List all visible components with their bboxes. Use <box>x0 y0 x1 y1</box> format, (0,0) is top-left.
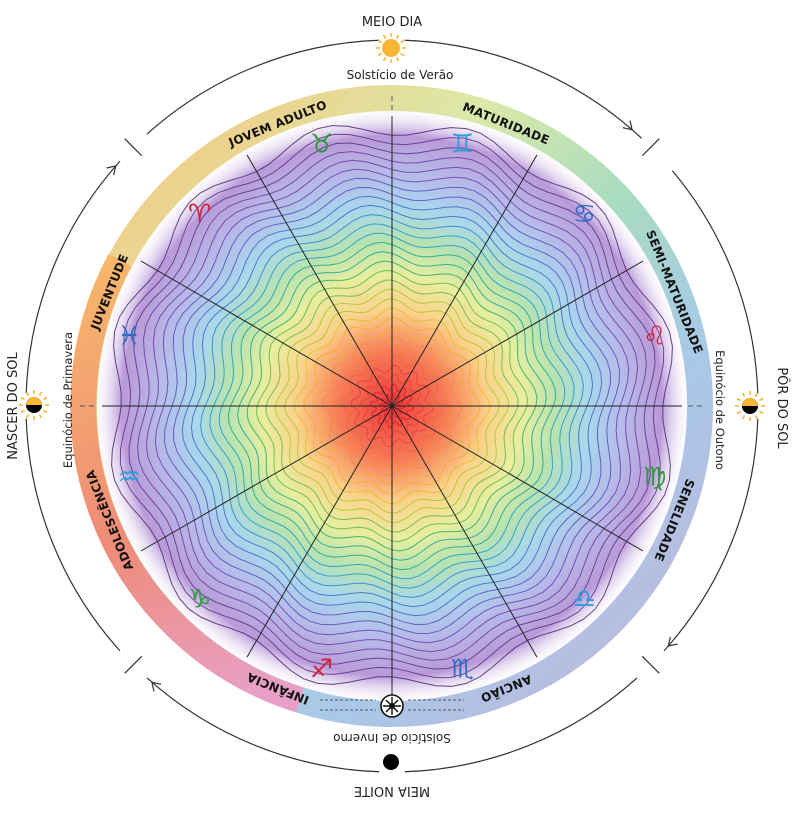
capricorn-icon: ♑ <box>188 584 211 614</box>
label-nascer-do-sol: NASCER DO SOL <box>6 352 21 460</box>
sagittarius-icon: ♐ <box>310 655 333 685</box>
aries-icon: ♈ <box>188 200 211 230</box>
sunset-icon <box>735 391 765 421</box>
pisces-icon: ♓ <box>118 322 141 352</box>
orbit-arc <box>146 677 380 773</box>
label-meia-noite: MEIA NOITE <box>354 783 430 798</box>
orbit-tick <box>124 655 143 674</box>
orbit-tick <box>641 138 660 157</box>
label-equinocio-outono: Equinócio de Outono <box>713 350 727 470</box>
orbit-tick <box>641 655 660 674</box>
virgo-icon: ♍ <box>643 462 666 492</box>
sun-right <box>735 391 765 421</box>
leo-icon: ♌ <box>643 322 666 352</box>
spoke-line <box>140 405 393 552</box>
gemini-icon: ♊ <box>451 129 474 159</box>
aquarius-icon: ♒ <box>118 462 141 492</box>
orbit-arrow-icon <box>622 120 633 131</box>
orbit-arrow-icon <box>151 681 162 692</box>
orbit-arrow-icon <box>106 165 117 176</box>
life-stage-ring-left <box>70 253 304 713</box>
spoke-line <box>246 405 393 658</box>
spoke-line <box>391 405 538 658</box>
orbit-arc <box>146 39 380 135</box>
spoke-line <box>391 154 538 407</box>
label-meio-dia: MEIO DIA <box>362 15 422 30</box>
sun-top <box>376 33 406 63</box>
spoke-line <box>140 260 393 407</box>
sunrise-icon <box>19 390 49 420</box>
orbit-arc <box>404 677 638 773</box>
orbit-arc <box>404 39 643 139</box>
orbit-circle <box>25 39 759 773</box>
orbit-arc <box>25 160 121 394</box>
spoke-line <box>391 405 644 552</box>
sun-icon <box>376 33 406 63</box>
wheel-emblem-icon <box>320 694 464 718</box>
zodiac-signs: ♊ ♋ ♌ ♍ ♎ ♏ ♐ ♑ ♒ ♓ ♈ ♉ <box>118 129 667 684</box>
label-solsticio-verao: Solstício de Verão <box>347 68 454 82</box>
label-por-do-sol: PÔR DO SOL <box>774 367 790 449</box>
label-solsticio-inverno: Solstício de Inverno <box>333 731 451 745</box>
radial-spokes <box>102 116 682 696</box>
orbit-arc <box>25 418 121 652</box>
orbit-arc <box>671 170 759 394</box>
orbit-tick <box>124 138 143 157</box>
spoke-line <box>246 154 393 407</box>
orbit-arc <box>663 418 759 652</box>
orbit-arrow-icon <box>667 636 678 647</box>
libra-icon: ♎ <box>573 584 596 614</box>
label-equinocio-primavera: Equinócio de Primavera <box>61 332 75 468</box>
scorpio-icon: ♏ <box>451 655 474 685</box>
midnight-dot-icon <box>383 754 399 770</box>
spoke-line <box>391 260 644 407</box>
sun-left <box>19 390 49 420</box>
taurus-icon: ♉ <box>310 129 333 159</box>
cancer-icon: ♋ <box>573 200 596 230</box>
